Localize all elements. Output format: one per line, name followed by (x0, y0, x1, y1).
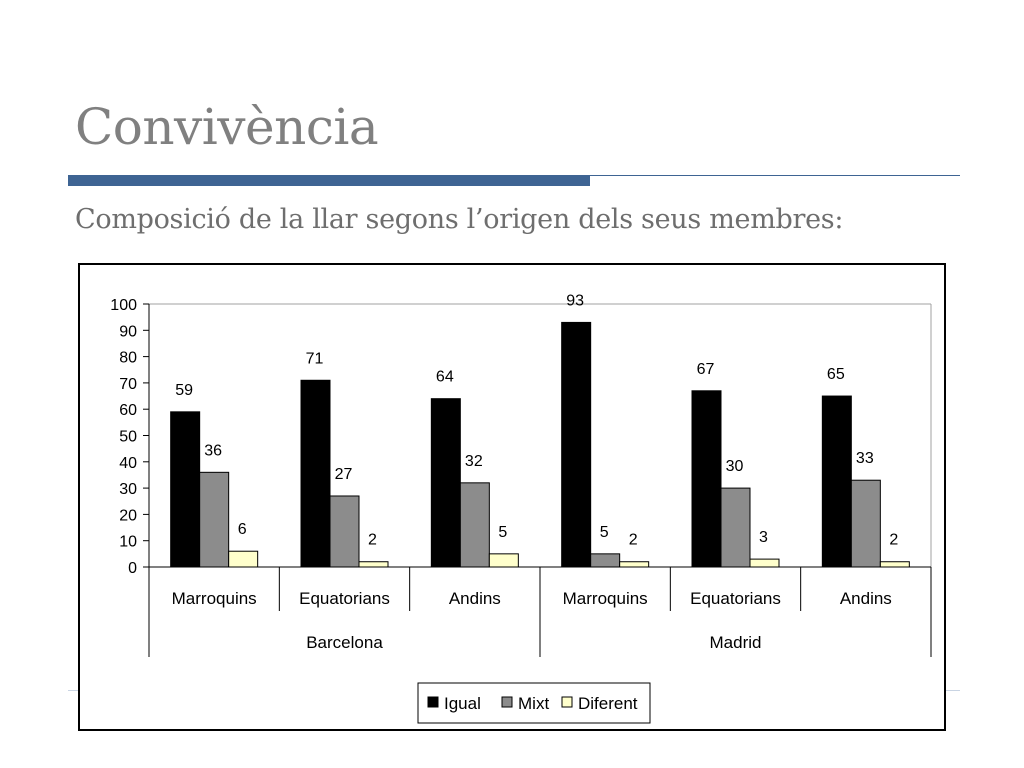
data-label: 27 (335, 466, 353, 483)
bar-mixt (199, 471, 230, 568)
bar-diferent (879, 561, 910, 568)
bar-mixt (850, 479, 881, 568)
x-category-label: Andins (449, 589, 501, 608)
x-category-label: Marroquins (172, 589, 257, 608)
y-tick-label: 0 (128, 560, 137, 577)
bar-igual (300, 379, 331, 568)
data-label: 2 (368, 532, 377, 549)
data-label: 67 (697, 361, 715, 378)
data-label: 3 (759, 529, 768, 546)
slide-title: Convivència (75, 98, 379, 156)
data-label: 64 (436, 369, 454, 386)
bar-mixt (590, 553, 621, 568)
bar-mixt (329, 495, 360, 568)
legend-label-igual: Igual (444, 694, 481, 713)
data-label: 93 (566, 292, 584, 309)
bar-diferent (749, 558, 780, 568)
y-tick-label: 30 (119, 481, 137, 498)
y-tick-label: 100 (110, 297, 137, 314)
bar-igual (170, 411, 201, 568)
chart-bars (170, 321, 910, 568)
y-tick-label: 20 (119, 507, 137, 524)
chart-frame: 0 10 20 30 40 50 60 70 80 90 100 59 36 6 71 27 2 64 32 5 93… (78, 263, 946, 731)
data-label: 6 (238, 521, 247, 538)
y-tick-label: 70 (119, 376, 137, 393)
y-tick-label: 40 (119, 455, 137, 472)
bar-mixt (459, 482, 490, 568)
title-underline-thin (590, 175, 960, 176)
legend-label-mixt: Mixt (518, 694, 549, 713)
legend-swatch-mixt (501, 696, 513, 708)
data-label: 33 (856, 450, 874, 467)
x-category-label: Marroquins (563, 589, 648, 608)
legend-box (417, 682, 651, 724)
x-group-label: Madrid (710, 633, 762, 652)
y-tick-label: 80 (119, 350, 137, 367)
legend-swatch-igual (427, 696, 439, 708)
y-tick-label: 10 (119, 534, 137, 551)
data-label: 5 (498, 524, 507, 541)
bar-diferent (488, 553, 519, 568)
title-underline-thick (68, 175, 590, 186)
bar-mixt (720, 487, 751, 568)
data-label: 2 (629, 532, 638, 549)
y-tick-label: 60 (119, 402, 137, 419)
data-label: 2 (889, 532, 898, 549)
chart-axes: 0 10 20 30 40 50 60 70 80 90 100 (110, 297, 932, 577)
bar-igual (821, 395, 852, 568)
bar-igual (430, 398, 461, 568)
x-category-label: Equatorians (299, 589, 390, 608)
legend-swatch-diferent (561, 696, 573, 708)
y-tick-label: 90 (119, 323, 137, 340)
bar-diferent (619, 561, 650, 568)
data-label: 32 (465, 453, 483, 470)
y-tick-label: 50 (119, 429, 137, 446)
data-label: 36 (204, 442, 222, 459)
bar-diferent (358, 561, 389, 568)
x-category-label: Andins (840, 589, 892, 608)
data-label: 71 (306, 350, 324, 367)
x-category-label: Equatorians (690, 589, 781, 608)
bar-igual (561, 321, 592, 568)
data-label: 30 (726, 458, 744, 475)
bar-diferent (228, 550, 259, 568)
legend-label-diferent: Diferent (578, 694, 638, 713)
x-group-label: Barcelona (306, 633, 383, 652)
data-label: 65 (827, 366, 845, 383)
slide-subtitle: Composició de la llar segons l’origen de… (75, 204, 844, 235)
data-label: 5 (600, 524, 609, 541)
chart-legend: Igual Mixt Diferent (417, 682, 651, 724)
bar-igual (691, 390, 722, 568)
chart-x-axis: Marroquins Equatorians Andins Marroquins Equ… (148, 567, 932, 657)
chart-data-labels: 59 36 6 71 27 2 64 32 5 93 5 2 67 30 3 65 33 2 (175, 292, 898, 548)
data-label: 59 (175, 382, 193, 399)
